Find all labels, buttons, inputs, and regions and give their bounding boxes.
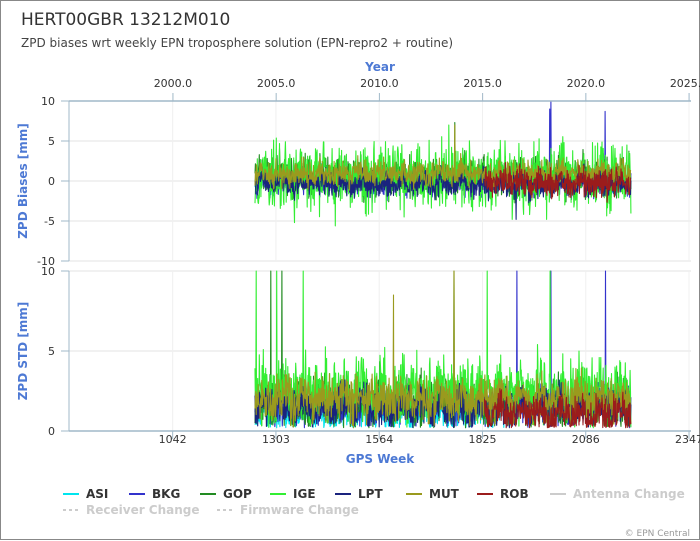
top-y-ticks: 10 5 0 -5 -10 xyxy=(37,95,69,268)
bottom-y-tick-label: 0 xyxy=(48,425,55,438)
week-ticks: 1042 1303 1564 1825 2086 2347 xyxy=(159,431,700,446)
credit-text: © EPN Central xyxy=(625,529,690,539)
legend-label-lpt[interactable]: LPT xyxy=(358,487,383,501)
year-tick-label: 2010.0 xyxy=(360,77,399,90)
bottom-y-ticks: 10 5 0 xyxy=(41,265,69,438)
top-y-tick-label: -10 xyxy=(37,255,55,268)
year-tick-label: 2020.0 xyxy=(567,77,606,90)
legend-label-firmware-change[interactable]: Firmware Change xyxy=(240,503,359,517)
year-ticks: 2000.0 2005.0 2010.0 2015.0 2020.0 2025.0 xyxy=(154,77,700,101)
chart-subtitle: ZPD biases wrt weekly EPN troposphere so… xyxy=(21,36,453,50)
week-tick-label: 1825 xyxy=(468,433,496,446)
legend-label-receiver-change[interactable]: Receiver Change xyxy=(86,503,200,517)
legend-label-mut[interactable]: MUT xyxy=(429,487,460,501)
top-series-group xyxy=(254,100,632,227)
year-tick-label: 2025.0 xyxy=(670,77,700,90)
legend-label-ige[interactable]: IGE xyxy=(293,487,316,501)
legend-label-asi[interactable]: ASI xyxy=(86,487,108,501)
top-y-tick-label: 10 xyxy=(41,95,55,108)
top-series-line-mut xyxy=(254,124,632,191)
top-series-line-rob xyxy=(483,162,632,203)
top-y-tick-label: 0 xyxy=(48,175,55,188)
legend-label-bkg[interactable]: BKG xyxy=(152,487,180,501)
top-y-tick-label: -5 xyxy=(44,215,55,228)
bottom-y-tick-label: 5 xyxy=(48,345,55,358)
gps-week-axis-title: GPS Week xyxy=(346,452,416,466)
week-tick-label: 1564 xyxy=(365,433,393,446)
week-tick-label: 2347 xyxy=(675,433,700,446)
year-tick-label: 2005.0 xyxy=(257,77,296,90)
week-tick-label: 1303 xyxy=(262,433,290,446)
bottom-series-group xyxy=(254,270,632,429)
legend: ASI BKG GOP IGE LPT MUT ROB Antenna Change Recei… xyxy=(63,487,685,517)
chart-title: HERT00GBR 13212M010 xyxy=(21,10,230,30)
legend-label-rob[interactable]: ROB xyxy=(500,487,529,501)
year-axis-title: Year xyxy=(364,60,395,74)
week-tick-label: 2086 xyxy=(572,433,600,446)
week-tick-label: 1042 xyxy=(159,433,187,446)
bottom-y-tick-label: 10 xyxy=(41,265,55,278)
legend-label-antenna-change[interactable]: Antenna Change xyxy=(573,487,685,501)
top-y-tick-label: 5 xyxy=(48,135,55,148)
year-tick-label: 2015.0 xyxy=(463,77,502,90)
bottom-series-line-mut xyxy=(254,270,632,429)
top-y-axis-title: ZPD Biases [mm] xyxy=(16,123,30,239)
bottom-series-line-rob xyxy=(483,388,632,429)
legend-label-gop[interactable]: GOP xyxy=(223,487,252,501)
year-tick-label: 2000.0 xyxy=(154,77,193,90)
bottom-y-axis-title: ZPD STD [mm] xyxy=(16,302,30,401)
